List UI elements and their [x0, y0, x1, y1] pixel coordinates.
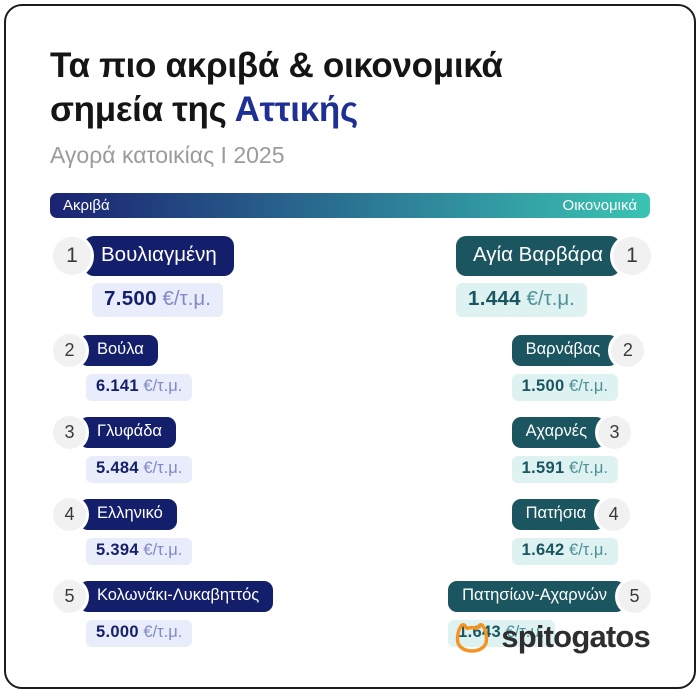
economical-column: Αγία Βαρβάρα 1 1.444 €/τ.μ. Βαρνάβας 2 1.500 … — [448, 234, 654, 659]
area-pill: Πατησίων-Αχαρνών — [448, 581, 625, 613]
rank-badge: 1 — [50, 234, 94, 279]
area-pill: Γλυφάδα — [79, 417, 176, 449]
ranking-item: Βαρνάβας 2 1.500 €/τ.μ. — [511, 331, 654, 402]
price-value: 1.642 — [521, 541, 565, 560]
rank-badge: 5 — [50, 577, 89, 617]
price-unit: €/τ.μ. — [162, 287, 211, 311]
price-box: 5.484 €/τ.μ. — [86, 456, 193, 484]
price-box: 1.642 €/τ.μ. — [511, 538, 618, 566]
price-box: 1.500 €/τ.μ. — [511, 374, 618, 402]
price-value: 1.591 — [521, 459, 565, 478]
rank-badge: 1 — [610, 234, 654, 279]
rank-badge: 5 — [615, 577, 654, 617]
ranking-item: Αγία Βαρβάρα 1 1.444 €/τ.μ. — [456, 234, 654, 318]
rank-badge: 4 — [50, 495, 89, 535]
ranking-item-header: Πατήσια 4 — [511, 495, 654, 535]
rank-badge: 2 — [50, 331, 89, 371]
ranking-item-header: 1 Βουλιαγμένη — [50, 234, 273, 279]
area-pill: Αχαρνές — [511, 417, 606, 449]
rank-badge: 4 — [594, 495, 634, 535]
price-box: 5.000 €/τ.μ. — [86, 620, 193, 648]
cat-icon — [456, 623, 489, 653]
ranking-item-header: 5 Κολωνάκι-Λυκαβηττός — [50, 577, 274, 617]
ranking-item: 1 Βουλιαγμένη 7.500 €/τ.μ. — [50, 234, 273, 318]
price-unit: €/τ.μ. — [143, 541, 183, 560]
expensive-column: 1 Βουλιαγμένη 7.500 €/τ.μ. 2 Βούλα 6.141 €/τ.… — [50, 234, 274, 659]
price-box: 7.500 €/τ.μ. — [92, 283, 223, 318]
price-unit: €/τ.μ. — [143, 459, 183, 478]
price-unit: €/τ.μ. — [569, 541, 608, 560]
ranking-item: Πατησίων-Αχαρνών 5 1.643 €/τ.μ. — [448, 577, 654, 648]
brand-name: spitogatos — [501, 619, 651, 654]
price-value: 5.484 — [96, 459, 139, 478]
ranking-item-header: Αχαρνές 3 — [511, 413, 654, 453]
price-unit: €/τ.μ. — [569, 377, 608, 396]
price-box: 1.591 €/τ.μ. — [511, 456, 618, 484]
price-value: 5.000 — [96, 623, 139, 642]
area-pill: Βούλα — [79, 335, 158, 367]
brand-logo: spitogatos — [452, 619, 651, 655]
ranking-item: 3 Γλυφάδα 5.484 €/τ.μ. — [50, 413, 273, 484]
price-box: 5.394 €/τ.μ. — [86, 538, 193, 566]
ranking-item-header: 3 Γλυφάδα — [50, 413, 273, 453]
price-value: 1.444 — [468, 287, 521, 311]
price-value: 6.141 — [96, 377, 139, 396]
price-value: 1.500 — [521, 377, 565, 396]
ranking-item: 2 Βούλα 6.141 €/τ.μ. — [50, 331, 273, 402]
legend-expensive-label: Ακριβά — [63, 197, 110, 215]
expensive-economical-gradient-bar: Ακριβά Οικονομικά — [50, 193, 650, 219]
subtitle: Αγορά κατοικίας Ι 2025 — [50, 142, 285, 169]
legend-economical-label: Οικονομικά — [562, 197, 637, 215]
area-pill: Βουλιαγμένη — [84, 236, 234, 277]
area-pill: Βαρνάβας — [511, 335, 619, 367]
area-pill: Αγία Βαρβάρα — [456, 236, 620, 277]
price-unit: €/τ.μ. — [143, 377, 183, 396]
price-box: 6.141 €/τ.μ. — [86, 374, 193, 402]
rank-badge: 2 — [608, 331, 648, 371]
title-line1: Τα πιο ακριβά & οικονομικά — [50, 46, 503, 85]
area-pill: Κολωνάκι-Λυκαβηττός — [79, 581, 274, 613]
title-highlight: Αττικής — [234, 90, 359, 130]
ranking-item-header: Βαρνάβας 2 — [511, 331, 654, 371]
price-unit: €/τ.μ. — [505, 623, 545, 642]
ranking-item: Αχαρνές 3 1.591 €/τ.μ. — [511, 413, 654, 484]
ranking-item-header: 4 Ελληνικό — [50, 495, 273, 535]
page-title: Τα πιο ακριβά & οικονομικά σημεία της Αττ… — [50, 44, 650, 132]
area-pill: Ελληνικό — [79, 499, 177, 531]
ranking-item-header: Αγία Βαρβάρα 1 — [456, 234, 654, 279]
price-unit: €/τ.μ. — [569, 459, 608, 478]
ranking-item: 4 Ελληνικό 5.394 €/τ.μ. — [50, 495, 273, 566]
ranking-columns: 1 Βουλιαγμένη 7.500 €/τ.μ. 2 Βούλα 6.141 €/τ.… — [50, 234, 654, 659]
price-value: 7.500 — [104, 287, 157, 311]
rank-badge: 3 — [50, 413, 89, 453]
rank-badge: 3 — [595, 413, 635, 453]
title-line2-prefix: σημεία της — [50, 90, 235, 130]
ranking-item-header: 2 Βούλα — [50, 331, 273, 371]
infographic-card: Τα πιο ακριβά & οικονομικά σημεία της Αττ… — [4, 4, 696, 689]
price-unit: €/τ.μ. — [526, 287, 575, 311]
price-box: 1.444 €/τ.μ. — [456, 283, 587, 318]
ranking-item: 5 Κολωνάκι-Λυκαβηττός 5.000 €/τ.μ. — [50, 577, 274, 648]
ranking-item: Πατήσια 4 1.642 €/τ.μ. — [511, 495, 654, 566]
area-pill: Πατήσια — [511, 499, 605, 531]
price-value: 5.394 — [96, 541, 139, 560]
price-unit: €/τ.μ. — [143, 623, 183, 642]
ranking-item-header: Πατησίων-Αχαρνών 5 — [448, 577, 654, 617]
